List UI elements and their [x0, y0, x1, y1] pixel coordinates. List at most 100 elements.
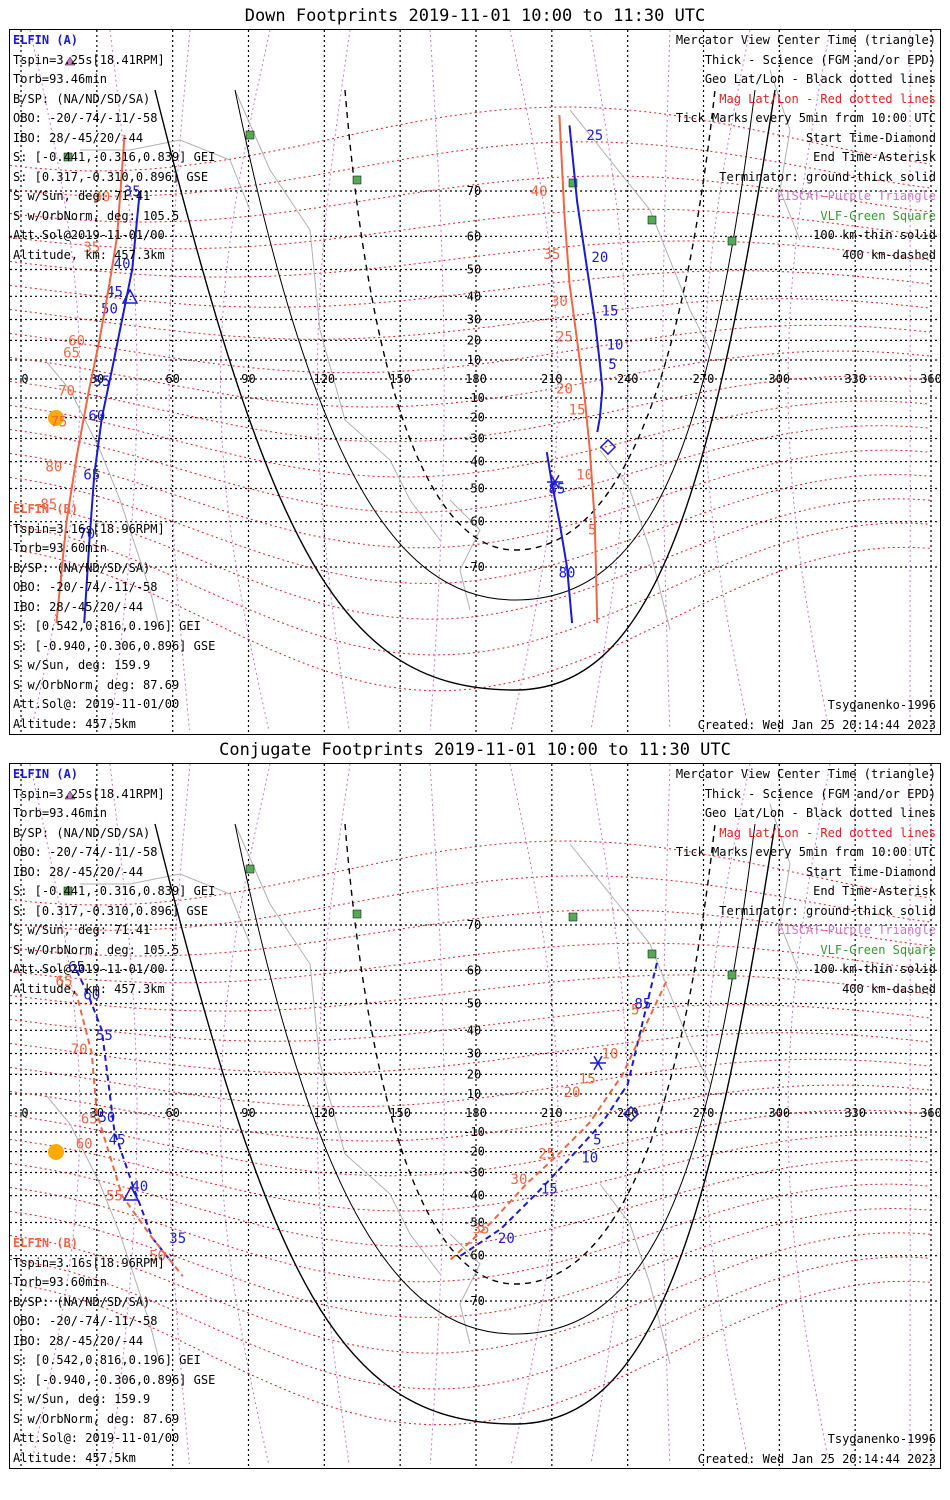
end-asterisk-icon [593, 1055, 603, 1071]
track-tick-label: 5 [593, 1133, 601, 1149]
mag-meridian [316, 764, 351, 1465]
mag-parallel [10, 106, 931, 172]
lon-tick-label: 60 [165, 1106, 179, 1120]
track-tick-label: 20 [564, 1085, 581, 1101]
legend-item-2: Geo Lat/Lon - Black dotted lines [704, 72, 936, 86]
elfin-a-line-4: IBO: 28/-45/20/-44 [13, 864, 144, 879]
elfin-a-line-7: S w/Sun, deg: 71.41 [13, 923, 151, 937]
mag-meridian [316, 30, 351, 731]
track-a_south [568, 125, 604, 433]
legend-item-10: 100 km-thin solid [813, 962, 936, 976]
lat-tick-label: -60 [463, 515, 485, 529]
legend-item-1: Thick - Science (FGM and/or EPD) [704, 52, 936, 67]
mag-parallel [10, 498, 931, 620]
elfin-b-name: ELFIN (B) [13, 502, 79, 516]
track-tick-label: 10 [602, 1046, 619, 1062]
track-a_south2 [545, 451, 574, 624]
elfin-a-line-10: Altitude, km: 457.3km [13, 981, 165, 996]
elfin-a-line-9: Att.Sol@2019-11-01/00 [13, 962, 165, 976]
lon-tick-label: 270 [693, 1106, 715, 1120]
mag-parallel [10, 1207, 931, 1319]
legend-item-6: End Time-Asterisk [813, 150, 936, 164]
map-panel-conjugate: 0 30 60 90 120 150 180 210 240 270 300 330 360 70 60 50… [9, 763, 941, 1469]
terminator-ground [154, 823, 776, 1425]
elfin-a-line-10: Altitude, km: 457.3km [13, 247, 165, 262]
track-tick-label: 85 [40, 497, 57, 513]
track-tick-label: 5 [631, 1002, 639, 1018]
model-label-conj: Tsyganenko-1996 [827, 1432, 936, 1446]
mag-parallel [10, 175, 931, 223]
elfin-b-line-6: S: [-0.940,-0.306,0.896] GSE [13, 1372, 216, 1387]
lat-tick-label: 60 [467, 229, 481, 243]
mag-parallel [10, 1232, 931, 1354]
track-tick-label: 65 [68, 959, 85, 975]
track-tick-label: 15 [541, 1181, 558, 1197]
legend-item-9: VLF-Green Square [820, 208, 936, 223]
elfin-a-line-8: S w/OrbNorm, deg: 105.5 [13, 208, 180, 223]
elfin-a-lines: Tspin=3.25s[18.41RPM] Torb=93.46min B/SP: … [13, 51, 215, 266]
mag-parallel [10, 909, 931, 957]
track-b_north [55, 134, 126, 624]
lon-tick-label: 270 [693, 372, 715, 386]
mag-parallel [10, 546, 931, 692]
mag-parallel [10, 1159, 931, 1247]
info-elfin-b-conj: ELFIN (B) Tspin=3.16s[18.96RPM] Torb=93.6… [13, 1234, 215, 1468]
start-diamond-icon [599, 438, 617, 456]
track-tick-label: 25 [556, 329, 573, 345]
lon-tick-label: 90 [241, 1106, 255, 1120]
lon-tick-label: 180 [465, 372, 487, 386]
lat-tick-label: -60 [463, 1249, 485, 1263]
track-tick-label: 75 [50, 415, 67, 431]
legend-item-3: Mag Lat/Lon - Red dotted lines [719, 91, 936, 106]
track-tick-label: 60 [88, 409, 105, 425]
elfin-b-lines: Tspin=3.16s[18.96RPM] Torb=93.60min B/SP: … [13, 520, 215, 735]
track-b_south [558, 114, 599, 624]
elfin-b-line-0: Tspin=3.16s[18.96RPM] [13, 521, 165, 536]
elfin-a-line-8: S w/OrbNorm, deg: 105.5 [13, 942, 180, 957]
end-asterisk-icon [550, 474, 560, 490]
mag-parallel [10, 1256, 931, 1390]
track-tick-label: 35 [169, 1231, 186, 1247]
mag-meridian [168, 764, 191, 1465]
coastline-4 [769, 803, 801, 975]
center-triangle-icon [122, 1185, 140, 1201]
track-tick-label: 25 [538, 1147, 555, 1163]
track-tick-label: 20 [591, 250, 608, 266]
terminator-400km [344, 823, 716, 1285]
track-b_2 [450, 977, 670, 1261]
lat-tick-label: -40 [463, 1189, 485, 1203]
track-tick-label: 5 [608, 357, 616, 373]
lon-tick-label: 300 [768, 372, 790, 386]
lat-tick-label: -50 [463, 482, 485, 496]
sun-icon [48, 1144, 64, 1160]
elfin-a-line-2: B/SP: (NA/ND/SD/SA) [13, 825, 151, 840]
lon-tick-label: 120 [313, 372, 335, 386]
lon-tick-label: 60 [165, 372, 179, 386]
elfin-b-line-8: S w/OrbNorm, deg: 87.69 [13, 1411, 180, 1426]
vlf-square-1 [352, 175, 362, 185]
info-elfin-b: ELFIN (B) Tspin=3.16s[18.96RPM] Torb=93.6… [13, 500, 215, 734]
info-elfin-a: ELFIN (A) Tspin=3.25s[18.41RPM] Torb=93.4… [13, 31, 215, 265]
legend-item-4: Tick Marks every 5min from 10:00 UTC [675, 111, 936, 125]
elfin-a-line-5: S: [-0.441,-0.316,0.839] GEI [13, 884, 216, 898]
track-tick-label: 80 [45, 460, 62, 476]
coastline-5 [449, 499, 481, 611]
legend-item-8: EISCAT-Purple Triangle [777, 189, 936, 203]
vlf-square-0 [245, 130, 255, 140]
lat-tick-label: 40 [467, 289, 481, 303]
track-tick-label: 70 [71, 1042, 88, 1058]
elfin-b-line-10: Altitude: 457.5km [13, 716, 136, 731]
legend-item-5: Start Time-Diamond [805, 130, 936, 145]
lon-tick-label: 210 [541, 1106, 563, 1120]
legend-item-11: 400 km-dashed [842, 247, 936, 262]
vlf-square-2 [568, 178, 578, 188]
track-tick-label: 55 [93, 374, 110, 390]
elfin-b-line-3: OBO: -20/-74/-11/-58 [13, 1314, 158, 1328]
eiscat-triangle-icon [64, 790, 76, 800]
track-tick-label: 65 [63, 345, 80, 361]
center-triangle-icon [121, 288, 139, 304]
mag-parallel [10, 400, 931, 478]
lon-tick-label: 120 [313, 1106, 335, 1120]
coastline-4 [769, 69, 801, 241]
elfin-b-line-5: S: [0.542,0.816,0.196] GEI [13, 1353, 201, 1367]
